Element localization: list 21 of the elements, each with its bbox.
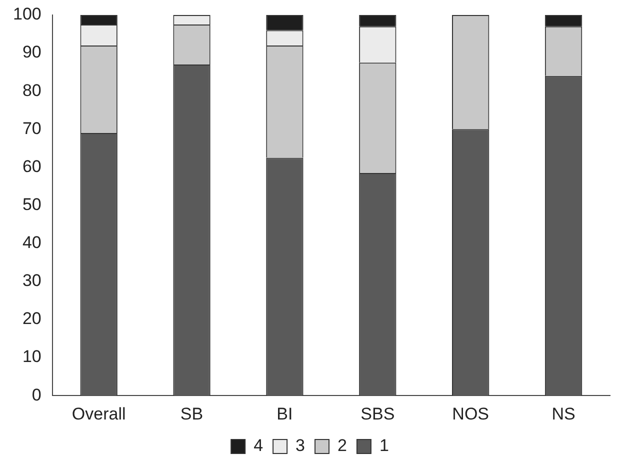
y-tick-label: 80: [22, 80, 42, 100]
x-tick-label: SB: [180, 404, 204, 424]
y-tick-label: 70: [22, 118, 42, 138]
y-tick-label: 60: [22, 156, 42, 176]
y-tick-label: 0: [32, 385, 42, 404]
y-tick-label: 40: [22, 233, 42, 252]
legend-label: 3: [296, 436, 306, 456]
y-tick-label: 10: [22, 347, 42, 366]
y-tick-label: 50: [22, 194, 42, 214]
legend-label: 2: [338, 436, 347, 456]
legend-label: 4: [254, 436, 264, 456]
y-tick-label: 20: [22, 309, 42, 328]
x-tick-label: SBS: [360, 404, 395, 424]
legend-label: 1: [379, 436, 389, 456]
x-tick-label: NOS: [452, 404, 490, 424]
y-tick-label: 30: [22, 271, 42, 290]
x-tick-label: Overall: [72, 404, 126, 424]
x-tick-label: NS: [552, 404, 576, 424]
x-tick-label: BI: [276, 404, 293, 424]
y-tick-label: 100: [12, 4, 42, 24]
y-tick-label: 90: [22, 42, 42, 62]
